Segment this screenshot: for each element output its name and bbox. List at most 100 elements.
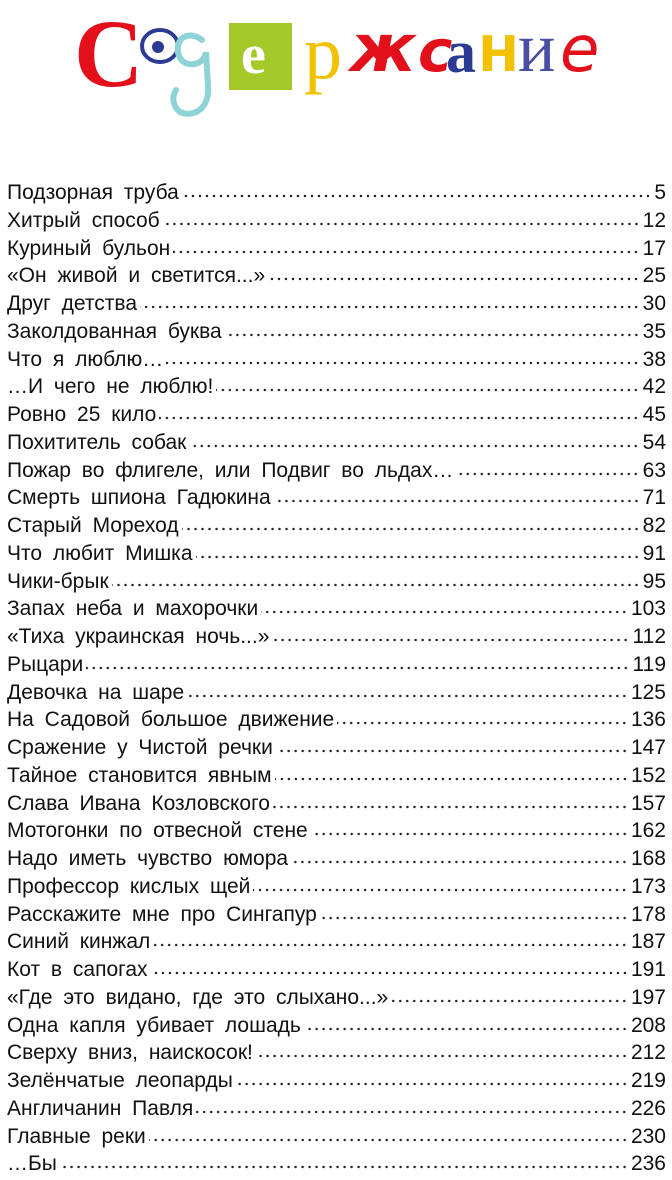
entry-title: Расскажите мне про Сингапур [7,902,317,926]
toc-entry[interactable]: Пожар во флигеле, или Подвиг во льдах… 63 [7,459,666,487]
entry-title: Тайное становится явным [7,763,272,787]
dot-leader [319,915,628,920]
toc-entry[interactable]: Сверху вниз, наискосок! 212 [7,1041,666,1069]
entry-title: «Он живой и светится...» [7,264,266,288]
toc-entry[interactable]: …И чего не люблю! 42 [7,375,666,403]
toc-entry[interactable]: Мотогонки по отвесной стене 162 [7,819,666,847]
dot-leader [261,610,628,615]
toc-entry[interactable]: Чики-брык 95 [7,570,666,598]
dot-leader [181,527,640,531]
entry-page: 219 [630,1069,666,1092]
entry-title: Сражение у Чистой речки [7,736,273,759]
dot-leader [275,749,628,753]
dot-leader [268,277,640,282]
title-letter: р [304,11,342,95]
toc-entry[interactable]: «Тиха украинская ночь...» 112 [7,625,666,653]
entry-page: 91 [642,541,666,565]
toc-entry[interactable]: Девочка на шаре 125 [7,681,666,709]
toc-entry[interactable]: Расскажите мне про Сингапур 178 [7,903,666,931]
toc-entry[interactable]: Подзорная труба 5 [7,181,666,209]
entry-title: «Где это видано, где это слыхано...» [7,985,389,1009]
dot-leader [303,1026,628,1031]
toc-entry[interactable]: Что я люблю… 38 [7,348,666,376]
toc-entry[interactable]: Тайное становится явным 152 [7,764,666,792]
toc-entry[interactable]: Куриный бульон 17 [7,237,666,265]
toc-entry[interactable]: Кот в сапогах 191 [7,958,666,986]
table-of-contents: Подзорная труба 5 Хитрый способ 12 Куриный б… [7,181,666,1180]
dot-leader [181,194,652,198]
toc-entry[interactable]: Ровно 25 кило 45 [7,403,666,431]
toc-entry[interactable]: Смерть шпиона Гадюкина 71 [7,486,666,514]
entry-title: Смерть шпиона Гадюкина [7,486,271,510]
toc-entry[interactable]: Заколдованная буква 35 [7,320,666,348]
entry-page: 54 [642,430,666,454]
entry-page: 162 [630,819,666,843]
toc-entry[interactable]: Англичанин Павля 226 [7,1097,666,1125]
toc-entry[interactable]: Похититель собак 54 [7,431,666,459]
entry-page: 12 [642,208,666,232]
dot-leader [166,360,640,365]
entry-page: 157 [630,791,666,815]
entry-title: Сверху вниз, наискосок! [7,1041,253,1065]
dot-leader [173,249,640,254]
entry-page: 236 [630,1152,666,1176]
entry-page: 82 [642,514,666,537]
toc-entry[interactable]: Сражение у Чистой речки 147 [7,736,666,764]
entry-title: Одна капля убивает лошадь [7,1013,301,1037]
entry-title: На Садовой большое движение [7,708,335,732]
entry-page: 136 [630,708,666,732]
entry-title: Хитрый способ [7,208,160,232]
entry-page: 173 [630,874,666,898]
toc-entry[interactable]: Зелёнчатые леопарды 219 [7,1069,666,1097]
toc-entry[interactable]: Главные реки 230 [7,1125,666,1153]
dot-leader [86,665,630,670]
toc-entry[interactable]: На Садовой большое движение 136 [7,708,666,736]
entry-page: 25 [642,264,666,288]
dot-leader [310,832,628,837]
toc-entry[interactable]: Слава Ивана Козловского 157 [7,792,666,820]
title-letter: н [478,10,520,86]
title-letter: С [74,0,144,107]
entry-title: Похититель собак [7,430,187,454]
toc-entry[interactable]: Надо иметь чувство юмора 168 [7,847,666,875]
entry-page: 147 [630,736,666,759]
entry-title: Синий кинжал [7,930,151,954]
dot-leader [272,638,630,642]
entry-page: 35 [642,319,666,343]
dot-leader [224,332,640,337]
entry-title: Подзорная труба [7,181,179,204]
entry-title: «Тиха украинская ночь...» [7,625,270,648]
title-letter: а [446,19,476,85]
toc-entry[interactable]: Рыцари 119 [7,653,666,681]
toc-entry[interactable]: Что любит Мишка 91 [7,542,666,570]
dot-leader [189,443,640,448]
toc-entry[interactable]: Хитрый способ 12 [7,209,666,237]
dot-leader [150,971,628,975]
entry-page: 45 [642,403,666,426]
title-letter: с [418,17,453,85]
entry-page: 38 [642,347,666,371]
dot-leader [337,721,628,726]
entry-page: 17 [642,236,666,260]
toc-entry[interactable]: Друг детства 30 [7,292,666,320]
entry-title: Англичанин Павля [7,1096,194,1120]
dot-leader [456,471,640,476]
dot-leader [291,860,628,864]
dot-leader [162,221,640,226]
dot-leader [140,305,640,309]
entry-page: 178 [630,902,666,926]
toc-entry[interactable]: Синий кинжал 187 [7,930,666,958]
entry-title: Ровно 25 кило [7,403,157,426]
toc-entry[interactable]: …Бы 236 [7,1152,666,1180]
entry-page: 5 [654,181,666,204]
toc-entry[interactable]: «Он живой и светится...» 25 [7,264,666,292]
entry-page: 152 [630,763,666,787]
toc-entry[interactable]: Старый Мореход 82 [7,514,666,542]
entry-title: Пожар во флигеле, или Подвиг во льдах… [7,458,454,482]
entry-page: 230 [630,1124,666,1148]
toc-entry[interactable]: «Где это видано, где это слыхано...» 197 [7,986,666,1014]
entry-title: Старый Мореход [7,514,179,537]
toc-entry[interactable]: Одна капля убивает лошадь 208 [7,1014,666,1042]
toc-entry[interactable]: Профессор кислых щей 173 [7,875,666,903]
toc-entry[interactable]: Запах неба и махорочки 103 [7,597,666,625]
